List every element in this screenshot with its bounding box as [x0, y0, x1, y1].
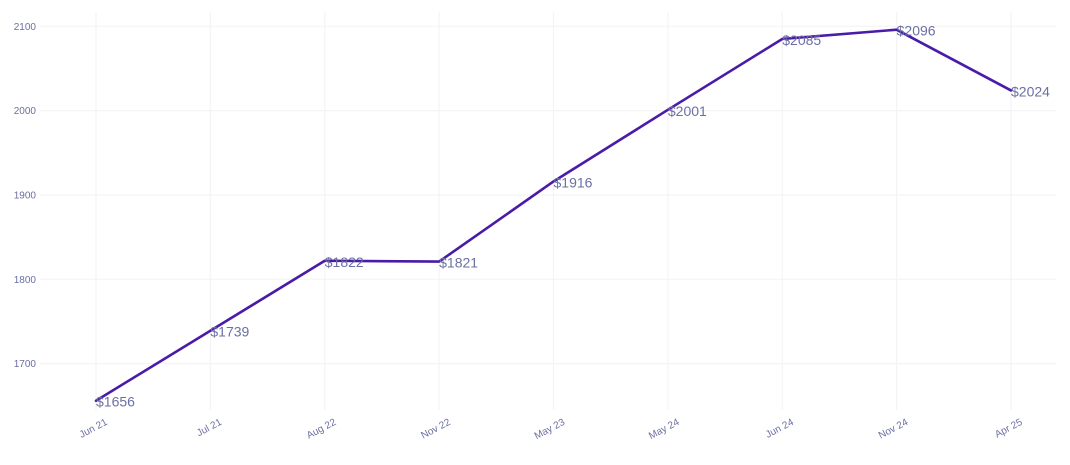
- grid-layer: [40, 12, 1056, 410]
- y-tick-label: 2000: [14, 106, 37, 117]
- y-tick-label: 1800: [14, 275, 37, 286]
- y-axis: 1700 1800 1900 2000 2100: [14, 22, 37, 370]
- y-tick-label: 2100: [14, 22, 37, 33]
- data-label: $2024: [1011, 83, 1050, 99]
- y-tick-label: 1700: [14, 359, 37, 370]
- data-label: $1656: [96, 394, 135, 410]
- data-label: $1821: [439, 255, 478, 271]
- x-tick-label: Jun 21: [78, 417, 110, 441]
- data-label: $2096: [897, 23, 936, 39]
- data-label: $2085: [782, 32, 821, 48]
- data-label: $1739: [210, 324, 249, 340]
- x-tick-label: Nov 22: [419, 417, 453, 442]
- series-line: [94, 28, 1013, 403]
- y-tick-label: 1900: [14, 190, 37, 201]
- series-layer: [94, 28, 1013, 403]
- data-labels: $1656 $1739 $1822 $1821 $1916 $2001 $2085 $2096…: [96, 23, 1050, 410]
- x-tick-label: May 24: [647, 417, 682, 442]
- x-tick-label: Jul 21: [195, 417, 224, 439]
- x-tick-label: Jun 24: [764, 417, 796, 441]
- x-tick-label: Aug 22: [305, 417, 339, 442]
- x-tick-label: Nov 24: [877, 417, 911, 442]
- data-label: $1916: [554, 174, 593, 190]
- x-tick-label: Apr 25: [993, 417, 1025, 441]
- data-label: $2001: [668, 103, 707, 119]
- data-label: $1822: [325, 254, 364, 270]
- x-axis: Jun 21 Jul 21 Aug 22 Nov 22 May 23 May 24 Jun …: [78, 417, 1025, 442]
- x-tick-label: May 23: [533, 417, 568, 442]
